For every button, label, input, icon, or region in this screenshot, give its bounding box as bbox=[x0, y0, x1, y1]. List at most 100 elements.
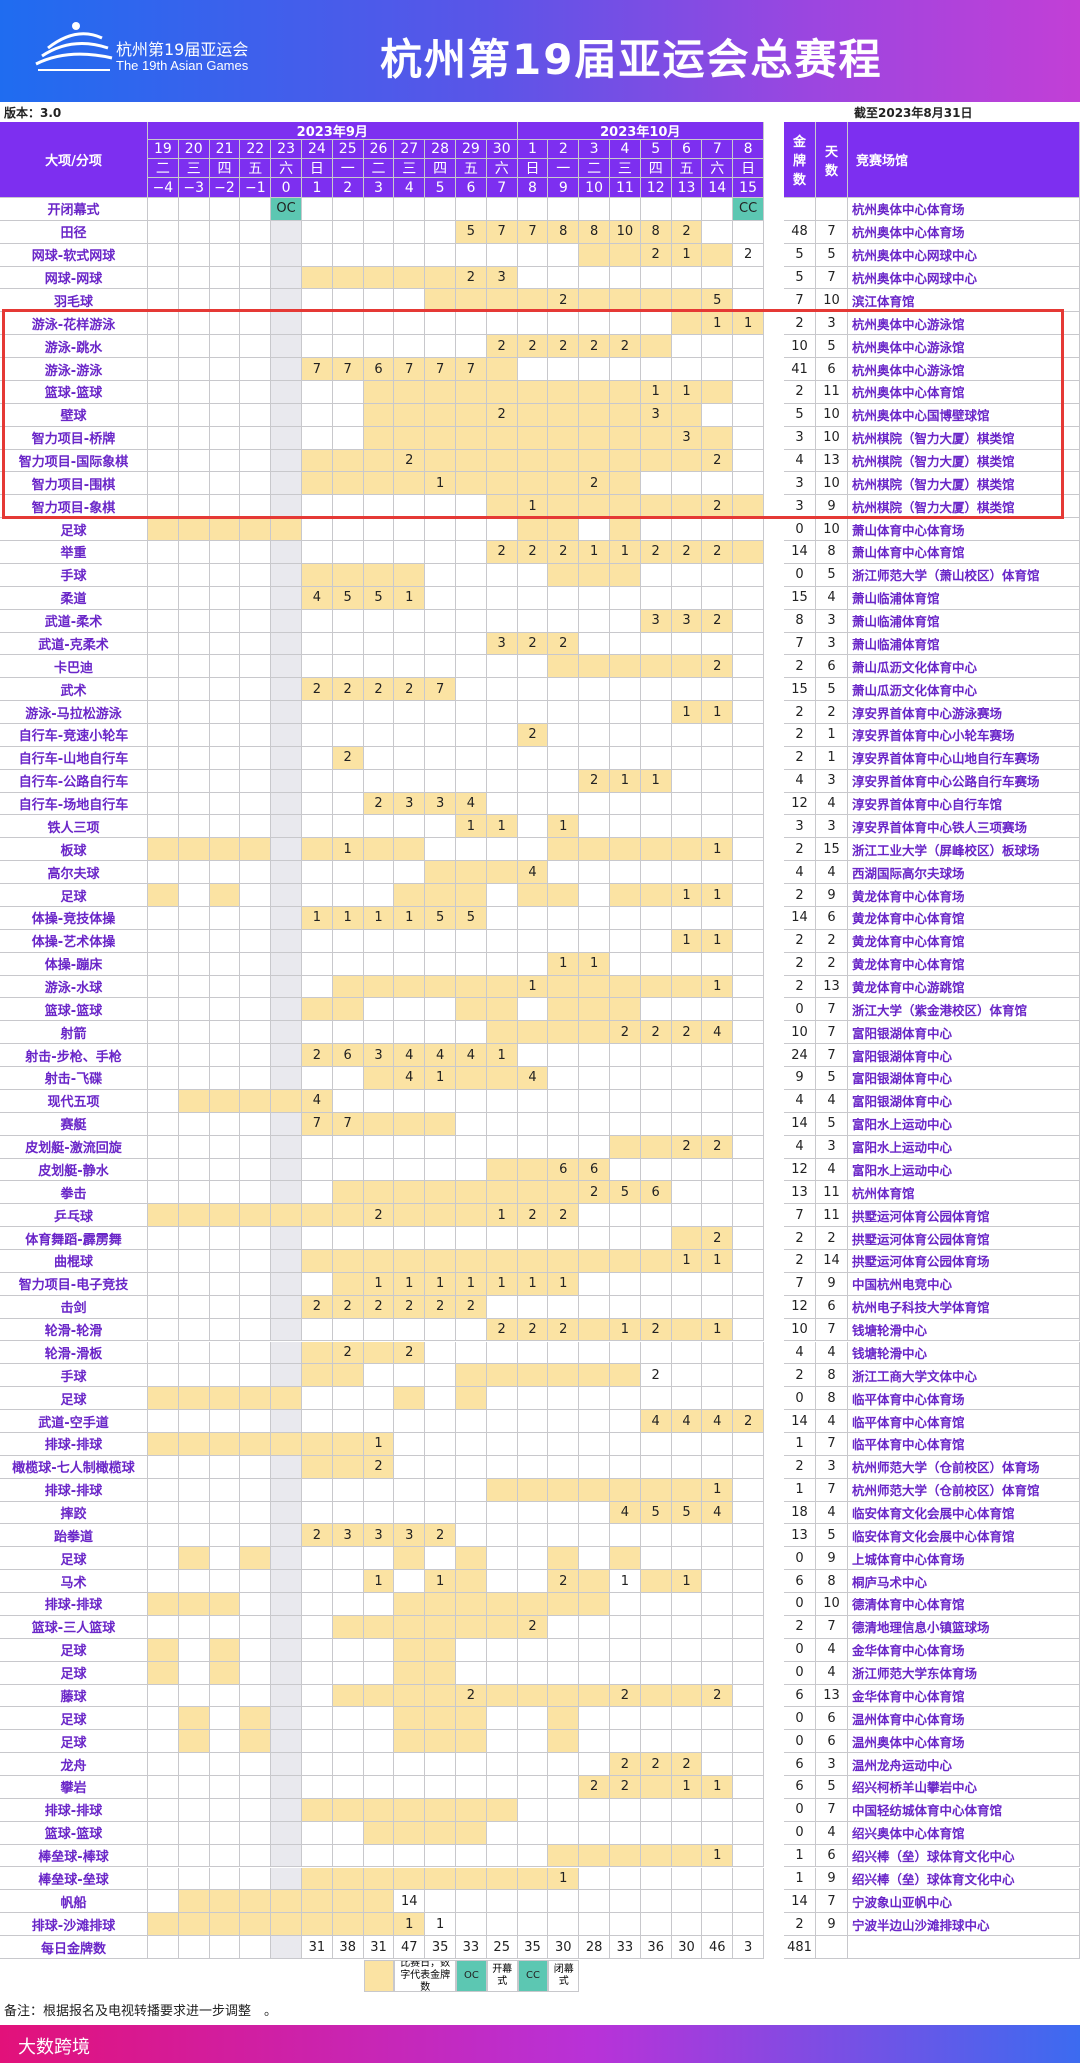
schedule-cell bbox=[302, 495, 333, 519]
schedule-cell bbox=[610, 884, 641, 907]
event-name: 网球-软式网球 bbox=[0, 243, 148, 267]
schedule-cell bbox=[363, 769, 395, 793]
schedule-cell bbox=[302, 403, 333, 427]
schedule-cell bbox=[209, 838, 241, 862]
schedule-cell bbox=[610, 518, 641, 542]
schedule-cell bbox=[332, 1432, 364, 1456]
event-name: 马术 bbox=[0, 1570, 148, 1594]
schedule-cell bbox=[610, 472, 641, 496]
schedule-cell: 2 bbox=[517, 1204, 549, 1228]
venue-name: 中国轻纺城体育中心体育馆 bbox=[848, 1798, 1080, 1822]
schedule-cell bbox=[579, 838, 610, 862]
event-name: 足球 bbox=[0, 1730, 148, 1754]
schedule-cell bbox=[548, 1890, 580, 1914]
schedule-cell bbox=[209, 1135, 241, 1159]
schedule-cell bbox=[209, 1478, 241, 1502]
schedule-cell bbox=[548, 998, 580, 1022]
schedule-cell bbox=[363, 724, 395, 747]
schedule-cell: 2 bbox=[610, 1753, 641, 1777]
schedule-cell bbox=[148, 884, 179, 907]
schedule-cell bbox=[209, 1455, 241, 1479]
schedule-cell bbox=[240, 632, 272, 656]
schedule-cell bbox=[579, 1227, 610, 1250]
schedule-cell bbox=[148, 1570, 179, 1594]
schedule-cell bbox=[671, 1821, 703, 1845]
date-header: 21 bbox=[209, 140, 241, 159]
schedule-cell: 1 bbox=[610, 769, 641, 793]
schedule-cell bbox=[456, 312, 487, 336]
schedule-cell bbox=[363, 289, 395, 313]
schedule-cell bbox=[579, 678, 610, 702]
schedule-cell bbox=[209, 1341, 241, 1365]
schedule-cell bbox=[271, 1204, 302, 1228]
schedule-cell bbox=[640, 815, 672, 839]
schedule-cell bbox=[302, 1341, 333, 1365]
schedule-cell bbox=[579, 1204, 610, 1228]
schedule-cell bbox=[209, 1570, 241, 1594]
schedule-cell bbox=[302, 312, 333, 336]
schedule-cell bbox=[271, 518, 302, 542]
schedule-cell bbox=[579, 792, 610, 816]
schedule-cell: 1 bbox=[671, 929, 703, 953]
schedule-cell bbox=[148, 1798, 179, 1822]
schedule-cell: 2 bbox=[486, 403, 518, 427]
schedule-cell bbox=[271, 1158, 302, 1182]
schedule-cell bbox=[394, 975, 426, 999]
schedule-cell bbox=[517, 586, 549, 610]
schedule-cell bbox=[332, 312, 364, 336]
schedule-cell bbox=[702, 1615, 734, 1639]
schedule-cell: 2 bbox=[548, 632, 580, 656]
schedule-cell bbox=[640, 1798, 672, 1822]
schedule-cell bbox=[209, 1067, 241, 1090]
schedule-cell bbox=[579, 1387, 610, 1411]
schedule-cell bbox=[240, 655, 272, 679]
schedule-cell bbox=[579, 1547, 610, 1571]
schedule-cell bbox=[702, 952, 734, 976]
schedule-cell bbox=[363, 1478, 395, 1502]
schedule-cell bbox=[733, 1387, 764, 1411]
schedule-cell bbox=[733, 1364, 764, 1388]
venue-name: 萧山瓜沥文化体育中心 bbox=[848, 678, 1080, 702]
venue-name: 淳安界首体育中心铁人三项赛场 bbox=[848, 815, 1080, 839]
schedule-cell bbox=[640, 426, 672, 450]
schedule-cell bbox=[548, 1044, 580, 1068]
schedule-cell bbox=[363, 563, 395, 587]
schedule-cell bbox=[486, 1364, 518, 1388]
day-count: 5 bbox=[816, 1776, 848, 1799]
schedule-cell bbox=[148, 678, 179, 702]
schedule-cell bbox=[148, 815, 179, 839]
schedule-cell bbox=[148, 495, 179, 519]
day-offset-header: −2 bbox=[209, 178, 241, 198]
schedule-cell bbox=[486, 724, 518, 747]
schedule-cell bbox=[486, 1387, 518, 1411]
schedule-cell bbox=[456, 609, 487, 633]
schedule-cell bbox=[610, 1044, 641, 1068]
day-count: 6 bbox=[816, 358, 848, 381]
schedule-cell bbox=[640, 1089, 672, 1113]
day-count: 7 bbox=[816, 220, 848, 244]
venue-name: 温州奥体中心体育场 bbox=[848, 1730, 1080, 1754]
legend-oc-text: 开幕式 bbox=[486, 1960, 518, 1992]
schedule-cell bbox=[640, 1432, 672, 1456]
schedule-cell bbox=[456, 1615, 487, 1639]
schedule-cell: 1 bbox=[671, 1570, 703, 1594]
schedule-cell: 7 bbox=[394, 358, 426, 381]
schedule-cell bbox=[240, 1089, 272, 1113]
schedule-cell: 2 bbox=[579, 769, 610, 793]
schedule-cell bbox=[486, 1638, 518, 1662]
schedule-cell bbox=[610, 1341, 641, 1365]
schedule-cell bbox=[517, 952, 549, 976]
schedule-cell bbox=[302, 1570, 333, 1594]
schedule-cell bbox=[579, 1272, 610, 1296]
schedule-cell bbox=[148, 380, 179, 404]
schedule-cell bbox=[178, 1478, 210, 1502]
schedule-cell bbox=[178, 1410, 210, 1433]
schedule-cell bbox=[456, 403, 487, 427]
medal-count: 7 bbox=[784, 1272, 816, 1296]
total-label: 每日金牌数 bbox=[0, 1936, 148, 1959]
schedule-cell bbox=[579, 495, 610, 519]
day-count: 8 bbox=[816, 1364, 848, 1388]
day-count: 13 bbox=[816, 975, 848, 999]
schedule-cell bbox=[640, 198, 672, 221]
schedule-cell bbox=[178, 1890, 210, 1914]
